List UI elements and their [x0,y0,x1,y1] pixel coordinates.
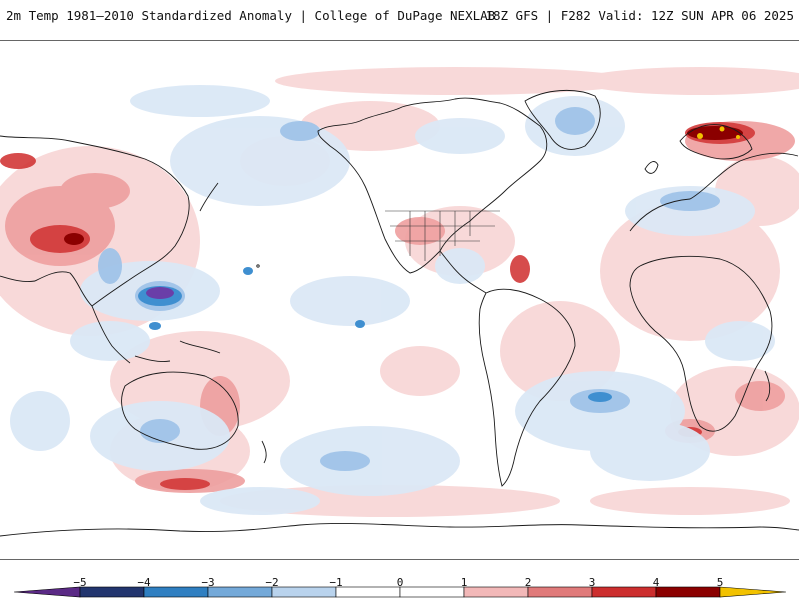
colorbar-tick-label: 3 [588,576,596,589]
colorbar-tick-label: 1 [460,576,468,589]
colorbar-extend-low [13,586,81,598]
model-run-info: 18Z GFS | F282 Valid: 12Z SUN APR 06 202… [485,8,794,23]
colorbar-tick-label: 5 [716,576,724,589]
colorbar: −5 −4 −3 −2 −1 0 1 2 3 4 5 [0,568,800,600]
colorbar-tick-label: 0 [396,576,404,589]
colorbar-segment [399,586,465,598]
colorbar-tick-label: −4 [137,576,151,589]
colorbar-segment [207,586,273,598]
colorbar-tick-label: −3 [201,576,215,589]
map-title: 2m Temp 1981–2010 Standardized Anomaly |… [6,8,496,23]
colorbar-tick-label: −5 [73,576,87,589]
cold-anomaly-extreme [146,287,174,299]
colorbar-tick-label: −1 [329,576,343,589]
colorbar-segment [79,586,145,598]
colorbar-segment [463,586,529,598]
extreme-hot-spots [697,126,740,139]
coastlines [0,89,799,537]
colorbar-scale [13,586,787,598]
colorbar-segment [335,586,401,598]
colorbar-segment [271,586,337,598]
colorbar-segment [655,586,721,598]
colorbar-segment [591,586,657,598]
colorbar-tick-label: 4 [652,576,660,589]
colorbar-segment [143,586,209,598]
colorbar-tick-label: 2 [524,576,532,589]
colorbar-segment [527,586,593,598]
map-frame [0,40,799,560]
colorbar-extend-high [719,586,787,598]
map-header: 2m Temp 1981–2010 Standardized Anomaly |… [0,0,800,34]
anomaly-map [0,67,799,537]
colorbar-tick-label: −2 [265,576,279,589]
us-state-borders [385,210,500,261]
